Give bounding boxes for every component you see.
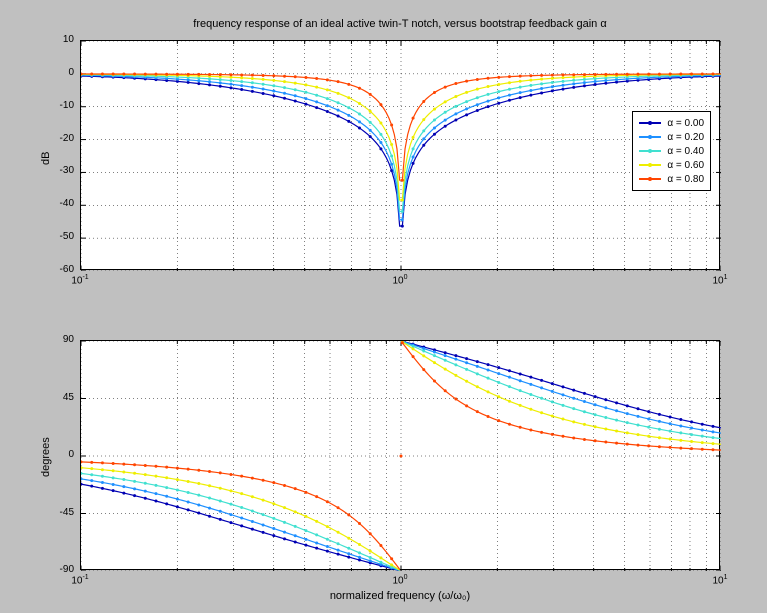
ytick-label: -20 (44, 133, 74, 144)
legend-label: α = 0.60 (667, 160, 704, 171)
legend-label: α = 0.80 (667, 174, 704, 185)
xtick-label: 100 (385, 574, 415, 586)
legend-item: α = 0.60 (639, 158, 704, 172)
legend-item: α = 0.40 (639, 144, 704, 158)
ytick-label: 0 (44, 449, 74, 460)
ytick-label: 45 (44, 392, 74, 403)
legend-label: α = 0.00 (667, 118, 704, 129)
xtick-label: 100 (385, 274, 415, 286)
figure: frequency response of an ideal active tw… (0, 0, 767, 613)
figure-title: frequency response of an ideal active tw… (80, 18, 720, 30)
legend: α = 0.00 α = 0.20 α = 0.40 α = 0.60 α = 0.80 (632, 111, 711, 191)
magnitude-panel: α = 0.00 α = 0.20 α = 0.40 α = 0.60 α = 0.80 (80, 40, 720, 270)
phase-panel (80, 340, 720, 570)
legend-swatch (639, 150, 661, 152)
legend-label: α = 0.20 (667, 132, 704, 143)
legend-swatch (639, 136, 661, 138)
legend-swatch (639, 164, 661, 166)
ytick-label: -30 (44, 165, 74, 176)
ytick-label: -45 (44, 507, 74, 518)
legend-item: α = 0.20 (639, 130, 704, 144)
phase-plot (81, 341, 721, 571)
legend-item: α = 0.00 (639, 116, 704, 130)
xtick-label: 101 (705, 274, 735, 286)
ytick-label: 0 (44, 67, 74, 78)
magnitude-plot (81, 41, 721, 271)
legend-swatch (639, 122, 661, 124)
xlabel: normalized frequency (ω/ω₀) (80, 590, 720, 602)
ytick-label: 90 (44, 334, 74, 345)
legend-item: α = 0.80 (639, 172, 704, 186)
legend-label: α = 0.40 (667, 146, 704, 157)
xtick-label: 10-1 (65, 574, 95, 586)
ytick-label: -10 (44, 100, 74, 111)
legend-swatch (639, 178, 661, 180)
magnitude-ylabel: dB (40, 152, 52, 165)
ytick-label: -50 (44, 231, 74, 242)
ytick-label: 10 (44, 34, 74, 45)
xtick-label: 10-1 (65, 274, 95, 286)
ytick-label: -40 (44, 198, 74, 209)
xtick-label: 101 (705, 574, 735, 586)
